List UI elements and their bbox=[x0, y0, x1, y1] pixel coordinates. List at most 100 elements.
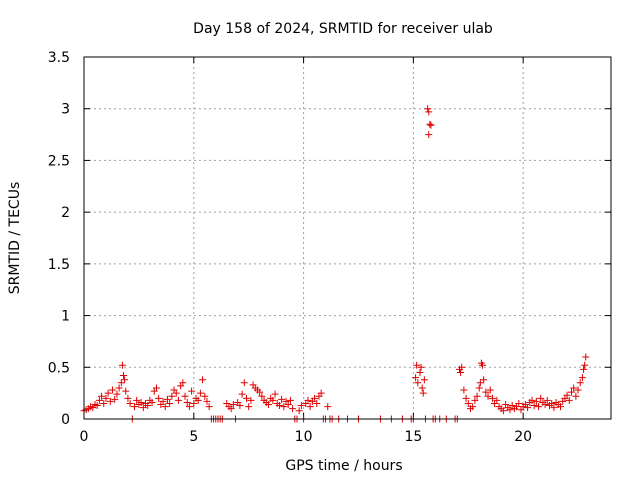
data-point bbox=[541, 401, 549, 409]
data-point bbox=[556, 403, 564, 411]
data-point bbox=[304, 396, 312, 404]
data-point bbox=[227, 405, 235, 413]
chart-grid bbox=[84, 57, 611, 419]
data-point bbox=[313, 399, 321, 407]
data-point bbox=[121, 376, 129, 384]
data-point bbox=[550, 404, 558, 412]
data-point bbox=[247, 396, 255, 404]
data-point bbox=[117, 379, 125, 387]
data-point bbox=[196, 389, 204, 397]
data-point bbox=[199, 376, 207, 384]
data-point bbox=[172, 389, 180, 397]
data-point bbox=[280, 403, 288, 411]
data-point bbox=[124, 394, 132, 402]
data-point bbox=[581, 361, 589, 369]
data-point bbox=[572, 392, 580, 400]
data-point bbox=[264, 401, 272, 409]
y-tick-label: 0 bbox=[61, 412, 70, 428]
data-point bbox=[144, 402, 152, 410]
data-point bbox=[139, 404, 147, 412]
data-point bbox=[543, 396, 551, 404]
data-point bbox=[427, 121, 435, 129]
y-tick-label: 3.5 bbox=[48, 50, 70, 66]
data-point bbox=[95, 396, 103, 404]
data-point bbox=[278, 395, 286, 403]
data-point bbox=[286, 396, 294, 404]
y-tick-label: 2 bbox=[61, 205, 70, 221]
data-point bbox=[414, 379, 422, 387]
data-point bbox=[109, 386, 117, 394]
y-tick-label: 1.5 bbox=[48, 257, 70, 273]
data-point bbox=[418, 384, 426, 392]
data-point bbox=[183, 398, 191, 406]
data-point bbox=[425, 108, 433, 116]
data-point bbox=[155, 394, 163, 402]
data-point bbox=[412, 374, 420, 382]
data-point bbox=[457, 368, 465, 376]
data-point bbox=[515, 399, 523, 407]
data-point bbox=[229, 401, 237, 409]
data-point bbox=[535, 403, 543, 411]
data-point bbox=[537, 394, 545, 402]
data-point bbox=[565, 396, 573, 404]
data-point bbox=[528, 396, 536, 404]
data-point bbox=[111, 395, 119, 403]
data-point bbox=[113, 390, 121, 398]
data-point bbox=[168, 392, 176, 400]
data-point bbox=[471, 396, 479, 404]
data-point bbox=[188, 387, 196, 395]
data-point bbox=[104, 389, 112, 397]
data-point bbox=[126, 399, 134, 407]
data-point bbox=[424, 105, 432, 113]
chart-title: Day 158 of 2024, SRMTID for receiver ula… bbox=[193, 21, 493, 37]
data-point bbox=[242, 394, 250, 402]
data-point bbox=[464, 399, 472, 407]
data-points bbox=[80, 105, 590, 423]
data-point bbox=[426, 120, 434, 128]
data-point bbox=[245, 403, 253, 411]
data-point bbox=[506, 406, 514, 414]
data-point bbox=[166, 399, 174, 407]
data-point bbox=[499, 407, 507, 415]
data-point bbox=[174, 396, 182, 404]
data-point bbox=[163, 395, 171, 403]
data-point bbox=[240, 379, 248, 387]
data-point bbox=[297, 402, 305, 410]
data-point bbox=[238, 390, 246, 398]
data-point bbox=[190, 399, 198, 407]
y-tick-label: 3 bbox=[61, 102, 70, 118]
data-point bbox=[284, 401, 292, 409]
data-point bbox=[420, 376, 428, 384]
data-point bbox=[460, 386, 468, 394]
x-axis-title: GPS time / hours bbox=[285, 458, 402, 474]
data-point bbox=[102, 394, 110, 402]
data-point bbox=[317, 389, 325, 397]
data-point bbox=[93, 402, 101, 410]
data-point bbox=[137, 398, 145, 406]
data-point bbox=[473, 392, 481, 400]
data-point bbox=[295, 407, 303, 415]
data-point bbox=[185, 403, 193, 411]
data-point bbox=[484, 392, 492, 400]
data-point bbox=[289, 405, 297, 413]
data-point bbox=[203, 397, 211, 405]
data-point bbox=[205, 403, 213, 411]
data-point bbox=[458, 363, 466, 371]
x-tick-label: 20 bbox=[514, 429, 532, 445]
data-point bbox=[425, 131, 433, 139]
data-point bbox=[131, 403, 139, 411]
data-point bbox=[469, 403, 477, 411]
x-tick-label: 10 bbox=[295, 429, 313, 445]
y-axis-title: SRMTID / TECUs bbox=[7, 182, 23, 295]
data-point bbox=[580, 365, 588, 373]
data-point bbox=[482, 388, 490, 396]
data-point bbox=[567, 388, 575, 396]
data-point bbox=[419, 389, 427, 397]
data-point bbox=[236, 402, 244, 410]
axis-ticks: 0 5 10 15 20 0 0.5 1 1.5 2 2.5 3 3.5 bbox=[48, 50, 611, 445]
data-point bbox=[488, 394, 496, 402]
data-point bbox=[532, 397, 540, 405]
data-point bbox=[479, 361, 487, 369]
data-point bbox=[122, 387, 130, 395]
data-point bbox=[530, 402, 538, 410]
